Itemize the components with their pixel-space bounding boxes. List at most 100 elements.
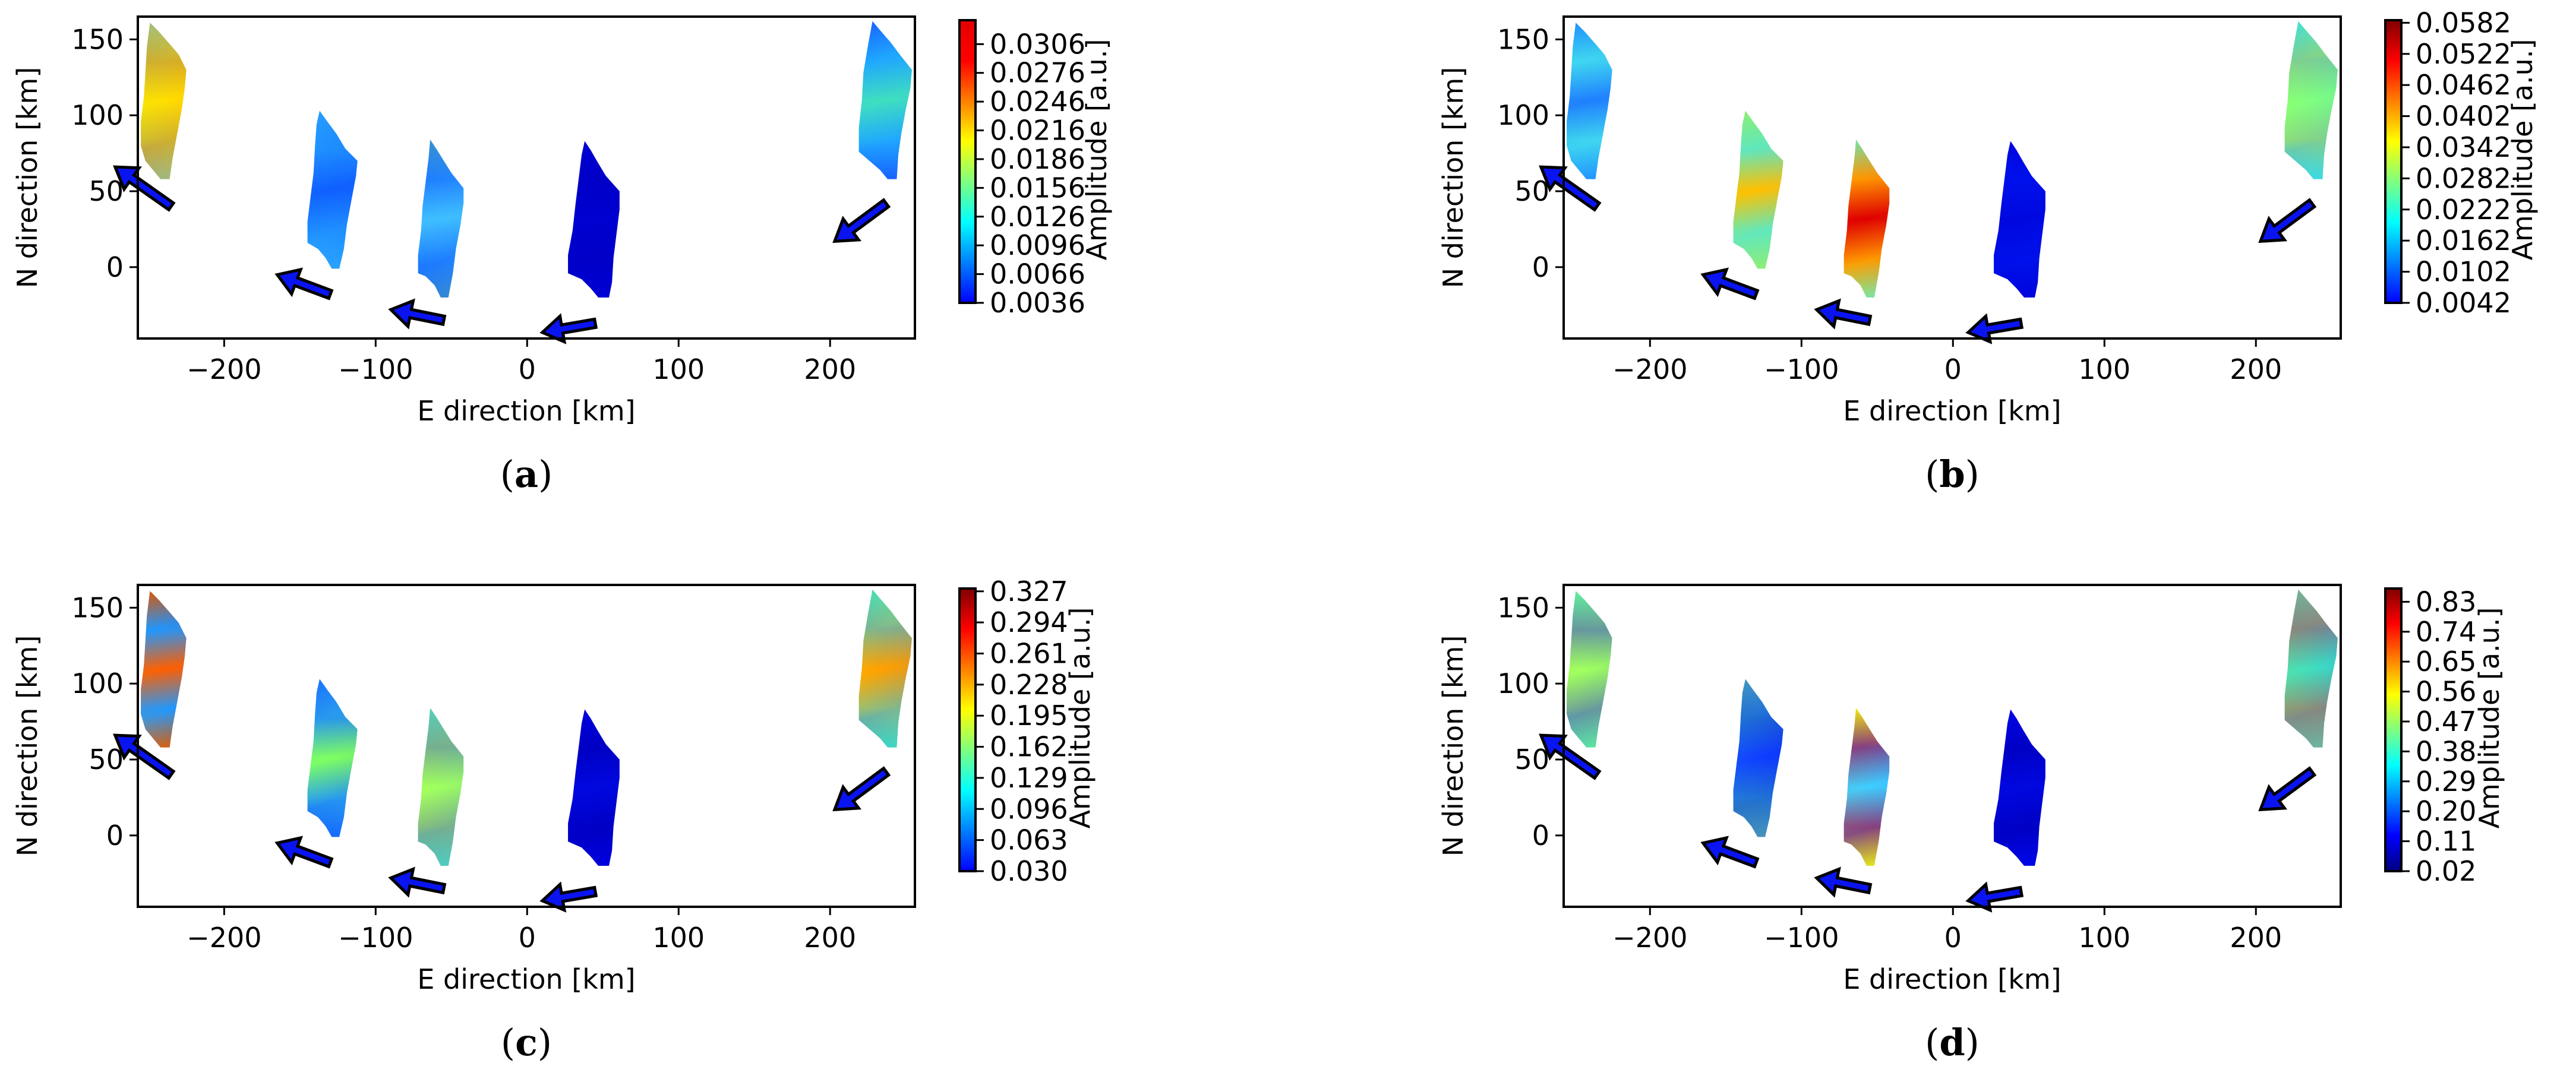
x-tick-label: 100 bbox=[652, 922, 705, 954]
colorbar-tick-label: 0.56 bbox=[2416, 676, 2476, 708]
colorbar-tick-label: 0.0276 bbox=[990, 57, 1085, 89]
arrow-icon bbox=[388, 298, 447, 330]
colorbar-tick-label: 0.0186 bbox=[990, 143, 1085, 175]
colorbar-tick-label: 0.294 bbox=[990, 606, 1068, 638]
arrow-icon bbox=[1700, 836, 1760, 869]
patch-east-overlay bbox=[858, 21, 912, 179]
patch-west-overlay bbox=[1567, 591, 1612, 748]
x-axis-label: E direction [km] bbox=[417, 395, 635, 427]
y-axis-ticks: 0 50 100 150 bbox=[71, 23, 138, 283]
patch-central-east-overlay bbox=[1994, 141, 2045, 298]
colorbar: 0.0300.0630.0960.1290.1620.1950.2280.261… bbox=[958, 575, 1068, 887]
panel-b: −200 −100 0 100 200 0 50 100 150 E direction [k… bbox=[1437, 7, 2539, 496]
y-tick-label: 150 bbox=[71, 23, 124, 55]
colorbar-tick-label: 0.327 bbox=[990, 575, 1068, 607]
axes-frame bbox=[137, 15, 916, 340]
heatmap-patches bbox=[1567, 21, 2338, 298]
patch-central-west-overlay bbox=[307, 679, 358, 837]
colorbar-label: Amplitude [a.u.] bbox=[1064, 607, 1096, 829]
arrow-icon bbox=[539, 313, 598, 344]
patch-central-east-overlay bbox=[568, 141, 620, 298]
x-tick-label: 0 bbox=[519, 922, 536, 954]
y-tick-label: 0 bbox=[106, 819, 124, 852]
colorbar-tick-label: 0.47 bbox=[2416, 705, 2476, 738]
colorbar-tick-label: 0.20 bbox=[2416, 795, 2476, 827]
x-tick-label: −200 bbox=[187, 922, 261, 954]
patch-central-overlay bbox=[418, 708, 464, 866]
x-tick-label: −100 bbox=[338, 353, 413, 385]
y-axis-label: N direction [km] bbox=[11, 635, 43, 857]
x-tick-label: 0 bbox=[519, 353, 536, 385]
patch-west-overlay bbox=[141, 591, 187, 748]
colorbar-tick-label: 0.162 bbox=[990, 731, 1068, 763]
colorbar-gradient bbox=[2384, 19, 2403, 304]
colorbar-tick-label: 0.0306 bbox=[990, 28, 1085, 60]
arrow-icon bbox=[832, 198, 891, 243]
colorbar-tick-label: 0.129 bbox=[990, 762, 1068, 794]
patch-east-overlay bbox=[2284, 21, 2338, 179]
x-tick-label: −200 bbox=[187, 353, 261, 385]
y-tick-label: 100 bbox=[1497, 667, 1549, 700]
colorbar-tick-label: 0.0342 bbox=[2416, 131, 2511, 163]
arrow-icon bbox=[1814, 298, 1873, 330]
colorbar-tick-label: 0.0036 bbox=[990, 287, 1085, 319]
arrow-icon bbox=[1700, 267, 1760, 300]
velocity-arrows bbox=[113, 165, 891, 344]
y-tick-label: 100 bbox=[71, 667, 124, 700]
colorbar-tick-label: 0.29 bbox=[2416, 765, 2476, 798]
y-axis-label: N direction [km] bbox=[1437, 67, 1469, 289]
arrow-icon bbox=[1965, 313, 2024, 344]
arrow-icon bbox=[113, 165, 176, 212]
arrow-icon bbox=[113, 733, 176, 780]
colorbar: 0.00420.01020.01620.02220.02820.03420.04… bbox=[2384, 7, 2511, 319]
velocity-arrows bbox=[113, 733, 891, 913]
y-tick-label: 150 bbox=[1497, 591, 1549, 624]
patch-central-east-overlay bbox=[568, 709, 620, 866]
colorbar-tick-label: 0.11 bbox=[2416, 825, 2476, 857]
colorbar: 0.020.110.200.290.380.470.560.650.740.83 bbox=[2384, 586, 2476, 887]
x-axis-ticks: −200 −100 0 100 200 bbox=[187, 907, 856, 954]
colorbar-tick-label: 0.0246 bbox=[990, 86, 1085, 118]
panel-a: −200 −100 0 100 200 0 50 100 150 E direction [k… bbox=[11, 15, 1113, 496]
colorbar-tick-label: 0.0102 bbox=[2416, 256, 2511, 288]
y-tick-label: 0 bbox=[1532, 819, 1549, 852]
colorbar-tick-label: 0.0522 bbox=[2416, 38, 2511, 70]
y-tick-label: 0 bbox=[1532, 251, 1549, 283]
colorbar-tick-label: 0.096 bbox=[990, 793, 1068, 825]
panel-sublabel: (a) bbox=[500, 453, 553, 496]
patch-central-overlay bbox=[418, 140, 464, 298]
x-tick-label: −200 bbox=[1612, 353, 1687, 385]
x-tick-label: −100 bbox=[338, 922, 413, 954]
y-tick-label: 50 bbox=[1514, 175, 1549, 207]
x-axis-ticks: −200 −100 0 100 200 bbox=[1612, 338, 2282, 385]
patch-east-overlay bbox=[858, 589, 912, 748]
arrow-icon bbox=[1814, 866, 1873, 898]
x-tick-label: 100 bbox=[2078, 353, 2130, 385]
x-tick-label: 200 bbox=[2230, 353, 2282, 385]
patch-west-overlay bbox=[1567, 23, 1612, 179]
arrow-icon bbox=[832, 766, 891, 812]
arrow-icon bbox=[2258, 198, 2317, 243]
colorbar-tick-label: 0.83 bbox=[2416, 586, 2476, 618]
x-tick-label: 200 bbox=[2230, 922, 2282, 954]
axes-frame bbox=[1562, 15, 2342, 340]
colorbar-tick-label: 0.195 bbox=[990, 700, 1068, 732]
x-tick-label: −200 bbox=[1612, 922, 1687, 954]
colorbar-gradient bbox=[958, 19, 977, 304]
arrow-icon bbox=[1965, 881, 2024, 913]
colorbar-tick-label: 0.38 bbox=[2416, 735, 2476, 767]
x-axis-ticks: −200 −100 0 100 200 bbox=[187, 338, 856, 385]
velocity-arrows bbox=[1539, 165, 2317, 344]
y-tick-label: 0 bbox=[106, 251, 124, 283]
y-axis-label: N direction [km] bbox=[11, 67, 43, 289]
colorbar-tick-label: 0.0156 bbox=[990, 172, 1085, 204]
colorbar-tick-label: 0.02 bbox=[2416, 855, 2476, 887]
heatmap-patches bbox=[1567, 589, 2338, 866]
colorbar-tick-label: 0.0066 bbox=[990, 258, 1085, 290]
colorbar-gradient bbox=[2384, 587, 2403, 872]
colorbar-gradient bbox=[958, 587, 977, 872]
arrow-icon bbox=[539, 881, 598, 913]
x-tick-label: 0 bbox=[1944, 353, 1962, 385]
patch-central-west-overlay bbox=[1733, 110, 1783, 269]
panel-sublabel: (c) bbox=[501, 1021, 552, 1064]
